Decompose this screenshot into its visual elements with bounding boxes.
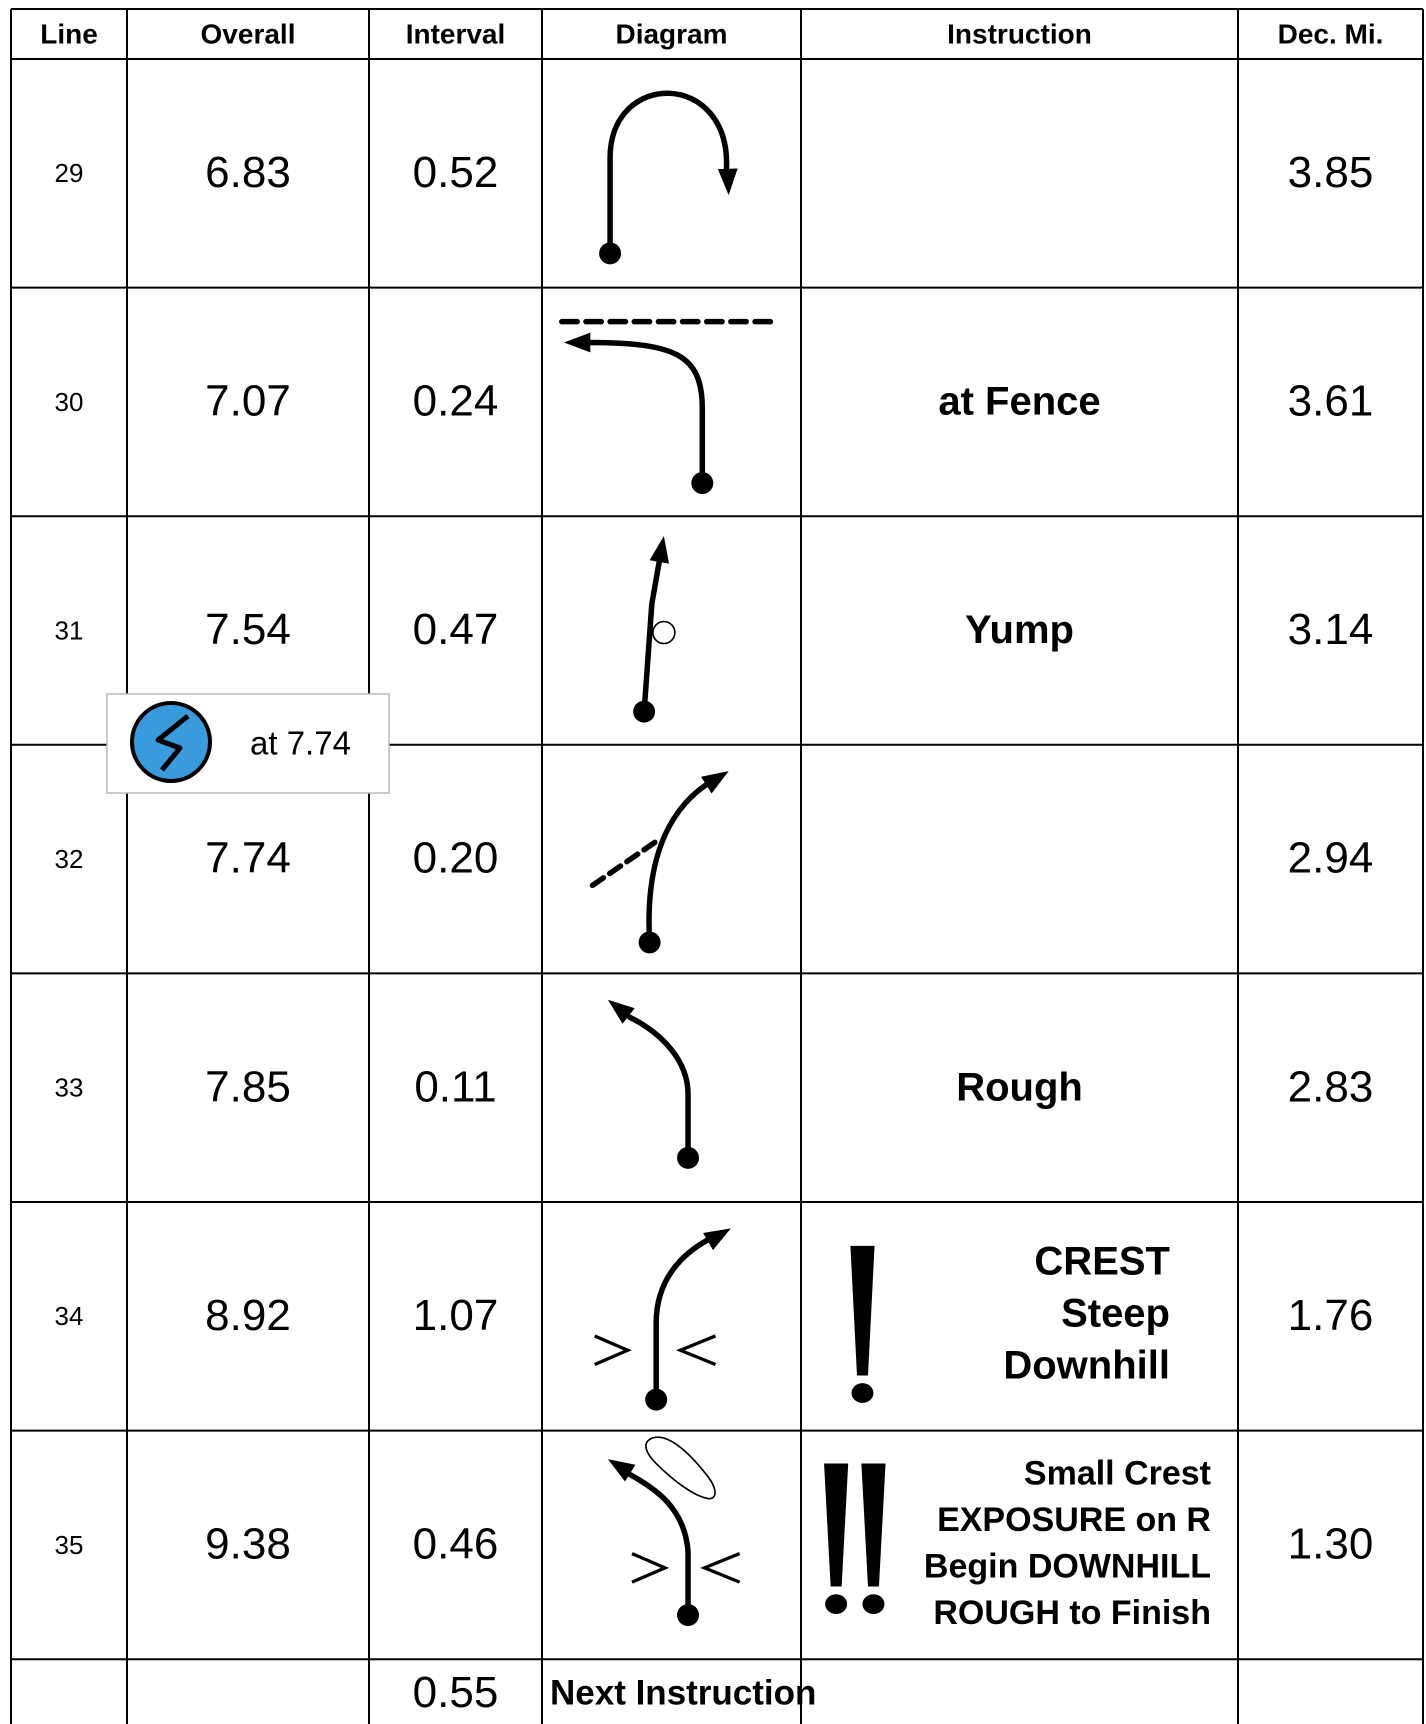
caution-dot [851,1383,874,1403]
next-instruction: Next Instruction [550,1673,816,1712]
line-number: 33 [55,1073,84,1103]
hazard-bolt [155,714,190,772]
diagram [607,1436,741,1627]
overall-distance: 7.07 [205,377,291,426]
decreasing-distance: 1.76 [1288,1291,1374,1340]
decreasing-distance: 3.85 [1288,148,1374,197]
instruction-text: Small Crest [1024,1455,1211,1493]
hazard-icon [130,701,212,783]
interval-distance: 0.52 [413,148,499,197]
interval-distance: 0.11 [414,1062,496,1111]
caution [824,1463,886,1614]
start-dot [645,1388,668,1411]
column-header: Overall [201,18,296,49]
interval-distance: 0.47 [413,605,499,654]
instruction-text: at Fence [938,379,1100,423]
column-header: Dec. Mi. [1278,18,1384,49]
diagram [599,90,738,265]
caution-dot [862,1594,885,1614]
caution-bar [824,1463,849,1587]
overall-distance: 7.74 [205,834,291,883]
decreasing-distance: 3.14 [1288,605,1374,654]
diagram [589,771,729,954]
arrow-head [649,535,670,564]
column-header: Interval [406,18,506,49]
caution-bar [850,1245,875,1376]
overall-distance: 9.38 [205,1520,291,1569]
arrow-head [703,1228,731,1251]
interval-distance: 0.20 [413,834,499,883]
overall-distance: 7.54 [205,605,291,654]
start-dot [691,472,714,495]
column-header: Diagram [615,18,727,49]
instruction-text: CREST [1034,1240,1170,1284]
instruction-text: Downhill [1003,1344,1170,1388]
diagram [607,999,700,1169]
instruction-text: EXPOSURE on R [937,1501,1211,1539]
interval-distance: 0.24 [413,377,499,426]
narrow-mark [631,1552,670,1584]
caution [850,1245,875,1403]
decreasing-distance: 2.83 [1288,1062,1374,1111]
overall-distance: 8.92 [205,1291,291,1340]
arrow-head [701,771,729,794]
narrow-mark [700,1552,741,1584]
diagram [559,318,776,495]
decreasing-distance: 1.30 [1288,1520,1374,1569]
decreasing-distance: 3.61 [1288,377,1374,426]
line-number: 34 [55,1301,84,1331]
line-number: 32 [55,844,84,874]
start-dot [599,242,622,265]
diagram [633,535,676,723]
interval-distance: 0.55 [413,1668,499,1717]
line-number: 35 [55,1530,84,1560]
narrow-mark [675,1334,717,1367]
overall-distance: 6.83 [205,148,291,197]
column-header: Line [40,18,98,49]
interval-distance: 0.46 [413,1520,499,1569]
callout-text: at 7.74 [250,725,351,762]
instruction-text: ROUGH to Finish [933,1594,1211,1632]
narrow-mark [594,1334,632,1367]
decreasing-distance: 2.94 [1288,834,1374,883]
instruction-text: Yump [965,608,1074,652]
caution-bar [861,1463,886,1587]
callout: at 7.74 [106,693,390,794]
start-dot [633,700,656,723]
route-line [583,339,706,486]
rock-mark [645,1436,716,1500]
arrow-head [607,1459,636,1482]
instruction-text: Rough [956,1065,1083,1109]
arrow-head [607,999,635,1024]
arrow-head [563,332,591,353]
route-line [627,1014,691,1161]
route-line [589,838,659,889]
instruction-text: Begin DOWNHILL [924,1548,1211,1586]
route-line [653,1236,712,1403]
route-line [646,781,710,946]
start-dot [677,1146,700,1169]
line-number: 29 [55,158,84,188]
column-header: Instruction [947,18,1092,49]
overall-distance: 7.85 [205,1062,291,1111]
arrow-head [717,168,738,196]
caution-dot [825,1594,848,1614]
start-dot [638,931,661,954]
route-line [607,90,730,257]
diagram [594,1228,731,1411]
yump-mark [652,620,676,645]
route-line [627,1471,691,1618]
line-number: 31 [55,615,84,645]
interval-distance: 1.07 [413,1291,499,1340]
instruction-text: Steep [1061,1292,1170,1336]
line-number: 30 [55,387,84,417]
start-dot [677,1604,700,1627]
route-line [641,557,663,715]
